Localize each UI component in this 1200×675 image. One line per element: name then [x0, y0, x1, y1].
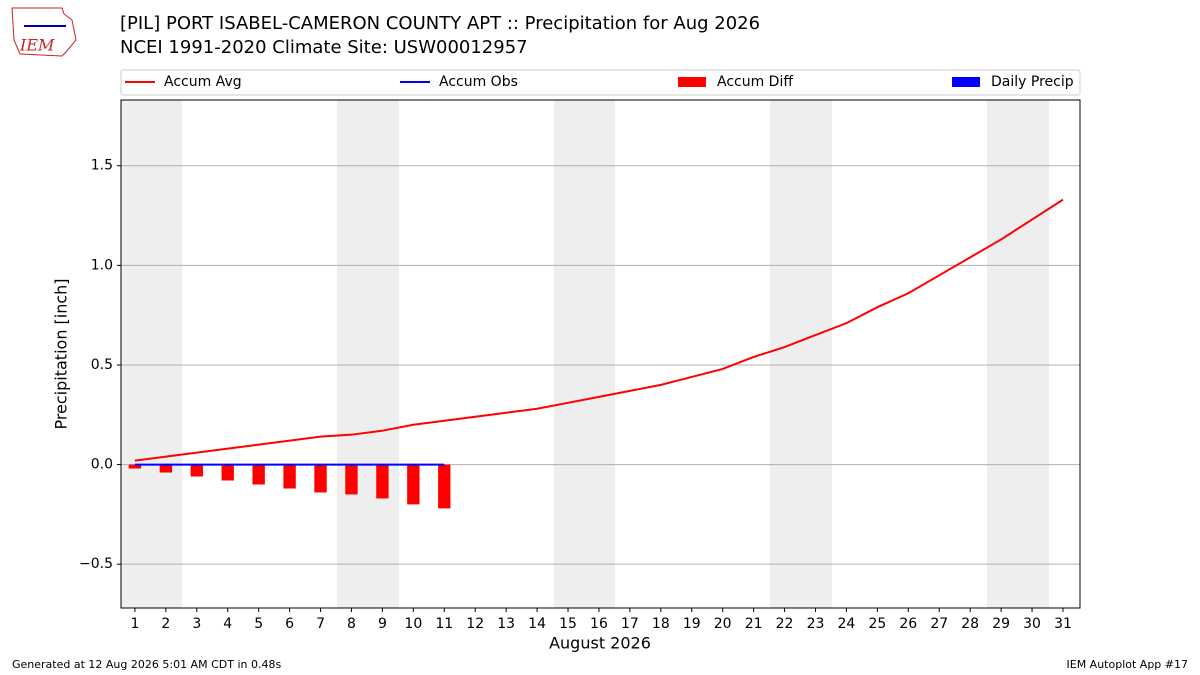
x-tick-label: 19 — [683, 616, 701, 632]
footer-left: Generated at 12 Aug 2026 5:01 AM CDT in … — [12, 658, 281, 671]
x-tick-label: 8 — [347, 616, 356, 632]
x-tick-label: 11 — [435, 616, 453, 632]
bar — [190, 464, 203, 477]
x-tick-label: 24 — [838, 616, 856, 632]
logo-text: IEM — [19, 36, 55, 55]
x-tick-label: 7 — [316, 616, 325, 632]
x-tick-label: 1 — [130, 616, 139, 632]
weekend — [121, 100, 182, 608]
y-tick-label: 0.5 — [91, 357, 113, 373]
x-tick-label: 9 — [378, 616, 387, 632]
x-tick-label: 12 — [466, 616, 484, 632]
bar — [438, 464, 451, 509]
x-tick-label: 23 — [807, 616, 825, 632]
x-tick-label: 30 — [1023, 616, 1041, 632]
bar — [314, 464, 327, 493]
x-tick-label: 21 — [745, 616, 763, 632]
plot-frame — [120, 99, 1081, 609]
bar — [252, 464, 265, 485]
y-tick-label: −0.5 — [79, 556, 113, 572]
y-axis-label: Precipitation [inch] — [52, 278, 71, 429]
x-tick-label: 18 — [652, 616, 670, 632]
x-tick-label: 10 — [404, 616, 422, 632]
x-tick-label: 27 — [930, 616, 948, 632]
x-tick-label: 25 — [868, 616, 886, 632]
weekend — [337, 100, 399, 608]
x-tick-label: 3 — [192, 616, 201, 632]
legend-swatch — [678, 77, 706, 87]
y-tick-label: 1.0 — [91, 257, 113, 273]
bar — [128, 464, 142, 469]
x-tick-label: 28 — [961, 616, 979, 632]
logo-outline — [11, 7, 77, 57]
x-tick-label: 13 — [497, 616, 515, 632]
x-tick-label: 29 — [992, 616, 1010, 632]
legend-label: Accum Obs — [439, 74, 518, 90]
x-tick-label: 16 — [590, 616, 608, 632]
weekend — [770, 100, 832, 608]
bar — [221, 464, 234, 481]
bar — [407, 464, 420, 505]
weekend — [554, 100, 615, 608]
bar — [345, 464, 358, 495]
legend-label: Accum Diff — [717, 74, 793, 90]
legend-label: Daily Precip — [991, 74, 1074, 90]
chart-subtitle: NCEI 1991-2020 Climate Site: USW00012957 — [120, 37, 528, 58]
x-tick-label: 22 — [776, 616, 794, 632]
x-tick-label: 31 — [1054, 616, 1072, 632]
x-tick-label: 4 — [223, 616, 232, 632]
x-tick-label: 5 — [254, 616, 263, 632]
logo: IEM — [11, 7, 77, 57]
x-tick-label: 6 — [285, 616, 294, 632]
weekend — [987, 100, 1049, 608]
footer-right: IEM Autoplot App #17 — [1067, 658, 1189, 671]
bar — [283, 464, 296, 489]
x-tick-label: 20 — [714, 616, 732, 632]
bar — [376, 464, 389, 499]
x-axis-label: August 2026 — [549, 634, 651, 653]
x-tick-label: 17 — [621, 616, 639, 632]
x-tick-label: 14 — [528, 616, 546, 632]
y-tick-label: 1.5 — [91, 158, 113, 174]
legend-swatch — [952, 77, 980, 87]
x-tick-label: 15 — [559, 616, 577, 632]
x-tick-label: 2 — [161, 616, 170, 632]
line — [134, 198, 1064, 462]
x-tick-label: 26 — [899, 616, 917, 632]
legend-label: Accum Avg — [164, 74, 242, 90]
bar — [159, 464, 173, 473]
weekend-shading — [121, 100, 1049, 608]
chart-title: [PIL] PORT ISABEL-CAMERON COUNTY APT :: … — [120, 13, 760, 34]
legend-box — [120, 69, 1081, 96]
y-tick-label: 0.0 — [91, 457, 113, 473]
